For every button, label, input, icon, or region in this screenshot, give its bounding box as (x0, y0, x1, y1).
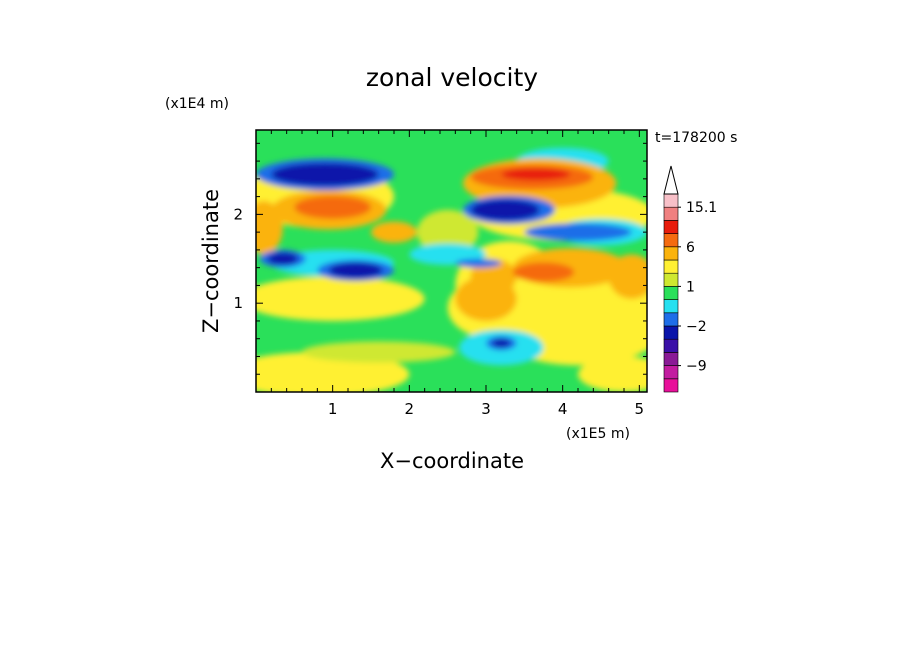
field-blob (328, 262, 383, 279)
field-blob (470, 258, 517, 295)
field-blob (578, 356, 647, 392)
colorbar-segment (663, 299, 679, 314)
y-tick-label: 1 (233, 294, 243, 312)
time-label: t=178200 s (655, 130, 737, 146)
colorbar-segment (663, 206, 679, 221)
field-blob (302, 341, 456, 363)
x-tick-label: 5 (635, 400, 645, 418)
y-axis-label: Z−coordinate (199, 189, 223, 333)
colorbar-tick-label: 6 (686, 240, 695, 256)
field-blobs (256, 147, 647, 392)
colorbar-tick-label: 15.1 (686, 200, 717, 216)
field-blob (256, 276, 425, 321)
x-tick-label: 4 (558, 400, 568, 418)
field-blob (294, 195, 371, 219)
field-blob (371, 221, 417, 243)
x-unit-label: (x1E5 m) (566, 426, 630, 442)
plot-frame (255, 129, 648, 393)
field-blob (501, 168, 571, 181)
colorbar-segment (663, 286, 679, 300)
colorbar-segment (663, 365, 679, 380)
colorbar-segment (663, 378, 679, 393)
y-axis: 12 (233, 142, 647, 375)
field-blob (271, 162, 379, 186)
field-blob (608, 254, 647, 299)
x-axis: 1 2 3 4 5 (270, 130, 645, 418)
field-blob (455, 258, 502, 268)
colorbar-tick-label: −2 (686, 319, 707, 335)
colorbar-segment (663, 338, 679, 353)
colorbar-segment (663, 312, 679, 327)
colorbar-segment (663, 246, 679, 261)
colorbar-segment (663, 220, 679, 234)
x-axis-label: X−coordinate (380, 449, 524, 473)
colorbar-segment (663, 233, 679, 248)
x-tick-label: 2 (405, 400, 415, 418)
colorbar-tick-label: 1 (686, 279, 695, 295)
colorbar-segment (663, 272, 679, 287)
y-tick-label: 2 (233, 205, 243, 223)
field-blob (417, 209, 479, 255)
colorbar-segment (663, 325, 679, 340)
field-blob (267, 252, 299, 265)
field-blob (524, 223, 632, 242)
colorbar-tick-label: −9 (686, 359, 707, 375)
colorbar-segment (663, 259, 679, 274)
field-blob (470, 199, 540, 221)
field-blob (256, 201, 283, 255)
heatmap-field (256, 130, 647, 392)
field-blob (492, 338, 511, 348)
colorbar-segment (663, 193, 679, 208)
y-unit-label: (x1E4 m) (165, 96, 229, 112)
colorbar-segment (663, 352, 679, 366)
field-blob (512, 262, 575, 282)
colorbar-extend-arrow (663, 165, 679, 195)
chart-title: zonal velocity (366, 63, 538, 92)
colorbar: 15.1 6 1 −2 −9 (663, 165, 717, 393)
x-tick-label: 1 (328, 400, 338, 418)
x-tick-label: 3 (481, 400, 491, 418)
